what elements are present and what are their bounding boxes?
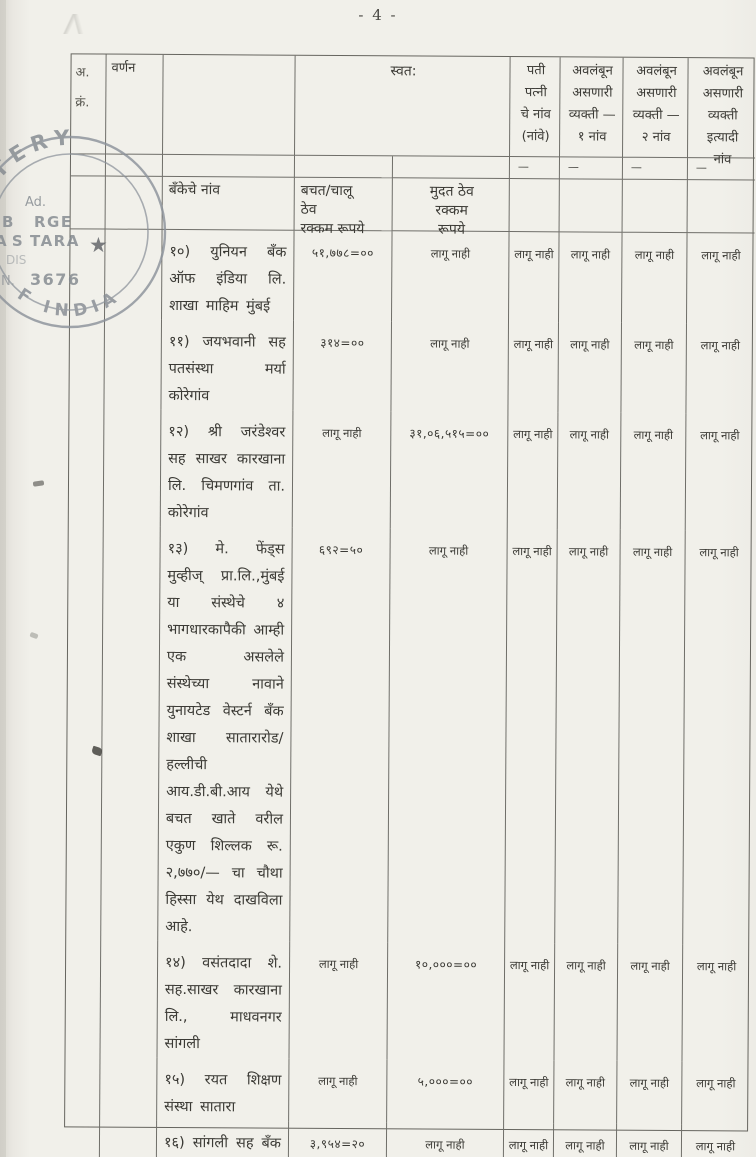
entry-13-spouse: लागू नाही (505, 529, 558, 944)
ink-speck (32, 480, 45, 487)
entry-10-dep1: लागू नाही (558, 232, 623, 323)
dash-spouse: — (509, 157, 561, 180)
entry-11-dep2: लागू नाही (621, 322, 687, 414)
entry-16-dep2: लागू नाही (616, 1123, 683, 1157)
entry-12-dep3: लागू नाही (700, 428, 740, 443)
entry-10-fixed-amount: लागू नाही (391, 231, 510, 323)
stamp-line-rge: RGE (34, 213, 73, 231)
entry-15-savings-amount: लागू नाही (289, 1058, 388, 1123)
header-description-col: वर्णन (106, 54, 164, 155)
subheader-savings: बचत/चालू ठेव रक्कम रूपये (294, 177, 393, 237)
entry-16-dep3: लागू नाही (695, 1139, 736, 1154)
entry-14-dep1: लागू नाही (554, 943, 619, 1061)
stamp-line-dis: DIS (6, 253, 26, 267)
subheader-bank-name: बँकेचे नांव (162, 176, 295, 231)
pencil-smudge-mark (46, 14, 98, 34)
stamp-arc-top-text: TERY (0, 128, 70, 182)
entry-13-savings-amount: ६९२=५० (290, 527, 391, 943)
entry-11-dep3: लागू नाही (700, 338, 741, 353)
entry-12-bank-name: १२) श्री जरंडेश्वर सह साखर कारखाना लि. च… (160, 409, 294, 528)
scan-edge-shadow (0, 0, 6, 1157)
entry-16-savings-amount: ३,९५४=२० (288, 1121, 388, 1157)
entry-11-fixed-amount: लागू नाही (391, 321, 509, 413)
entry-13-dep2: लागू नाही (618, 529, 686, 945)
entry-12-fixed-amount: ३१,०६,५१५=०० (390, 411, 509, 530)
entry-13-bank-name: १३) मे. फेंड्स मुव्हीज् प्रा.लि.,मुंबई य… (158, 526, 293, 942)
entry-15-spouse: लागू नाही (504, 1060, 555, 1124)
header-dependent2-col: अवलंबून असणारी व्यक्ती — २ नांव (623, 57, 689, 159)
entry-14-savings-amount: लागू नाही (289, 941, 389, 1060)
entry-10-bank-name: १०) युनियन बँक ऑफ इंडिया लि. शाखा माहिम … (162, 229, 295, 321)
dash-dep1: — (559, 157, 624, 180)
header-dependent1-col: अवलंबून असणारी व्यक्ती — १ नांव (560, 57, 624, 158)
entry-13-dep3: लागू नाही (699, 545, 739, 560)
entry-14-fixed-amount: १०,०००=०० (387, 942, 506, 1061)
dash-dep3: — (687, 158, 755, 181)
entry-13-dep1: लागू नाही (555, 529, 621, 944)
entry-15-dep1: लागू नाही (554, 1060, 618, 1124)
entry-10-spouse: लागू नाही (508, 232, 560, 323)
entry-16-dep1: लागू नाही (553, 1123, 618, 1157)
header-dependent3-col: अवलंबून असणारी व्यक्ती इत्यादी नांव (688, 58, 756, 167)
entry-14-spouse: लागू नाही (504, 943, 556, 1061)
dash-dep2: — (622, 157, 689, 181)
entry-12-dep2: लागू नाही (620, 412, 687, 531)
header-empty-bankname-col (163, 54, 296, 156)
entry-16-spouse: लागू नाही (503, 1123, 555, 1157)
entry-15-fixed-amount: ५,०००=०० (387, 1059, 505, 1124)
page-number: - 4 - (358, 6, 398, 24)
header-self-col: स्वत: (295, 55, 511, 158)
entry-13-fixed-amount: लागू नाही (388, 528, 508, 944)
entry-15-bank-name: १५) रयत शिक्षण संस्था सातारा (157, 1057, 290, 1122)
header-spouse-col: पती पत्नी चे नांव (नांवे) (510, 57, 561, 158)
entry-12-savings-amount: लागू नाही (292, 410, 392, 529)
entry-15-dep3: लागू नाही (696, 1076, 736, 1091)
entry-11-spouse: लागू नाही (508, 322, 559, 413)
entry-16-fixed-amount: लागू नाही (386, 1122, 505, 1157)
ink-speck (29, 631, 39, 640)
entry-11-bank-name: ११) जयभवानी सह पतसंस्था मर्या कोरेगांव (161, 319, 295, 411)
entry-12-spouse: लागू नाही (507, 412, 559, 530)
subheader-fixed-deposit: मुदत ठेव रक्कम रूपये (392, 178, 510, 238)
entry-15-dep2: लागू नाही (617, 1060, 683, 1125)
stamp-line-ad: Ad. (25, 195, 46, 210)
entry-12-dep1: लागू नाही (557, 412, 622, 530)
entry-11-savings-amount: ३१४=०० (293, 320, 392, 412)
svg-text:TERY: TERY (0, 128, 77, 182)
entry-10-dep3: लागू नाही (701, 248, 741, 263)
entry-14-bank-name: १४) वसंतदादा शे. सह.साखर कारखाना लि., मा… (157, 940, 291, 1059)
header-serial-col: अ. क्रं. (71, 54, 107, 155)
deposits-table: अ. क्रं. वर्णन स्वत: पती पत्नी चे नांव (… (64, 53, 756, 1157)
entry-10-savings-amount: ५१,७७८=०० (294, 230, 393, 322)
entry-11-dep1: लागू नाही (558, 322, 622, 413)
entry-14-dep3: लागू नाही (696, 959, 737, 974)
entry-16-bank-name: १६) सांगली सह बँक लि. मुंबई (156, 1120, 290, 1157)
entry-14-dep2: लागू नाही (617, 943, 684, 1062)
entry-10-dep2: लागू नाही (621, 232, 688, 324)
